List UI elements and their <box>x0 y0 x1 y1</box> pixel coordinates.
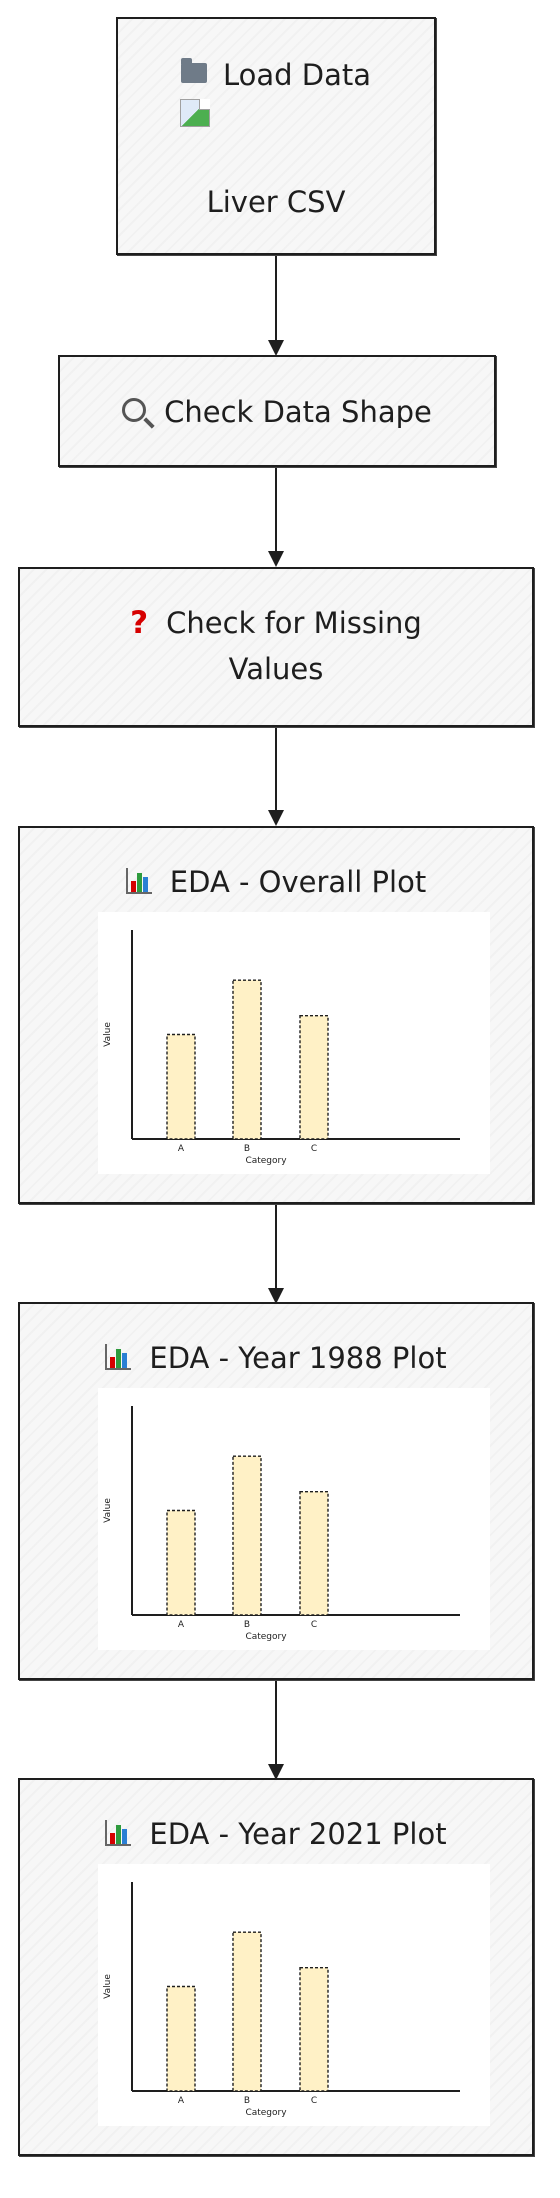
bar-b <box>232 979 262 1140</box>
bar-c <box>299 1490 329 1616</box>
eda-1988-title-row: EDA - Year 1988 Plot <box>20 1336 532 1380</box>
eda-overall-node[interactable]: EDA - Overall Plot A B C Category Value <box>18 826 534 1204</box>
broken-image-icon <box>180 99 210 127</box>
x-tick-label: C <box>311 2096 317 2106</box>
x-tick-label: B <box>244 1144 250 1154</box>
check-shape-title-row: Check Data Shape <box>60 390 494 434</box>
arrowhead <box>268 340 284 356</box>
bar-b <box>232 1455 262 1616</box>
check-missing-title-line2: Values <box>228 652 324 686</box>
check-missing-title-row: ? Check for Missing <box>20 601 532 645</box>
bar-c <box>299 1966 329 2092</box>
bar-b <box>232 1931 262 2092</box>
search-icon <box>122 398 147 422</box>
check-missing-node[interactable]: ? Check for Missing Values <box>18 567 534 727</box>
arrowhead <box>268 551 284 567</box>
arrowhead <box>268 810 284 826</box>
y-axis-label: Value <box>103 1974 113 1999</box>
folder-icon <box>180 58 207 83</box>
eda-2021-plot: A B C Category Value <box>98 1864 490 2126</box>
x-tick-label: B <box>244 1620 250 1630</box>
x-axis-label: Category <box>245 1632 287 1642</box>
x-tick-label: C <box>311 1144 317 1154</box>
bar-c <box>299 1014 329 1140</box>
x-axis-label: Category <box>245 2108 287 2118</box>
question-icon: ? <box>130 605 149 641</box>
check-shape-title: Check Data Shape <box>164 395 432 429</box>
eda-overall-plot: A B C Category Value <box>98 912 490 1174</box>
x-tick-label: B <box>244 2096 250 2106</box>
bar-a <box>166 1509 196 1616</box>
eda-2021-title-row: EDA - Year 2021 Plot <box>20 1812 532 1856</box>
bar-chart-icon <box>125 868 152 894</box>
eda-2021-node[interactable]: EDA - Year 2021 Plot A B C Category Value <box>18 1778 534 2156</box>
x-tick-label: A <box>178 2096 185 2106</box>
bar-a <box>166 1033 196 1140</box>
y-axis-label: Value <box>103 1022 113 1047</box>
check-missing-title-line1: Check for Missing <box>166 606 422 640</box>
x-axis-label: Category <box>245 1156 287 1166</box>
eda-1988-title: EDA - Year 1988 Plot <box>149 1341 447 1375</box>
eda-2021-title: EDA - Year 2021 Plot <box>149 1817 447 1851</box>
x-tick-label: A <box>178 1144 185 1154</box>
check-shape-node[interactable]: Check Data Shape <box>58 355 496 467</box>
load-data-title: Load Data <box>222 58 372 92</box>
bar-a <box>166 1985 196 2092</box>
load-data-title-row: Load Data <box>118 53 434 97</box>
x-tick-label: C <box>311 1620 317 1630</box>
eda-1988-plot: A B C Category Value <box>98 1388 490 1650</box>
bar-chart-icon <box>105 1820 132 1846</box>
eda-overall-title-row: EDA - Overall Plot <box>20 860 532 904</box>
eda-1988-node[interactable]: EDA - Year 1988 Plot A B C Category Value <box>18 1302 534 1680</box>
bar-chart-icon <box>105 1344 132 1370</box>
load-data-subtitle: Liver CSV <box>206 185 346 219</box>
y-axis-label: Value <box>103 1498 113 1523</box>
eda-overall-title: EDA - Overall Plot <box>169 865 427 899</box>
x-tick-label: A <box>178 1620 185 1630</box>
load-data-node[interactable]: Load Data Liver CSV <box>116 17 436 255</box>
